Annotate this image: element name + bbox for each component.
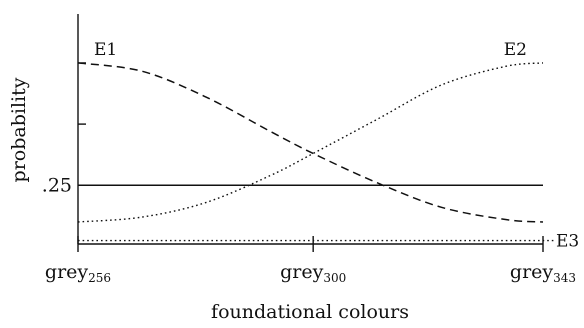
series-labels: E1 E2 E3 [94, 40, 579, 252]
y-ticks: .25 [42, 62, 86, 196]
x-tick-label: grey343 [510, 261, 576, 285]
series-label-e3: E3 [556, 232, 579, 252]
series-label-e1: E1 [94, 40, 117, 60]
x-axis-label: foundational colours [211, 301, 409, 323]
series-label-e2: E2 [504, 40, 527, 60]
series-line-e2 [77, 62, 544, 223]
x-tick-label: grey256 [45, 261, 111, 285]
y-axis-label: probability [8, 77, 30, 182]
x-tick-label: grey300 [280, 261, 346, 285]
y-tick-label: .25 [42, 174, 72, 196]
series-layer [77, 62, 554, 242]
plot-area: .25 grey256 grey300 grey343 E1 E2 E3 [42, 14, 579, 285]
series-line-e1 [77, 62, 544, 223]
x-ticks: grey256 grey300 grey343 [45, 236, 576, 285]
